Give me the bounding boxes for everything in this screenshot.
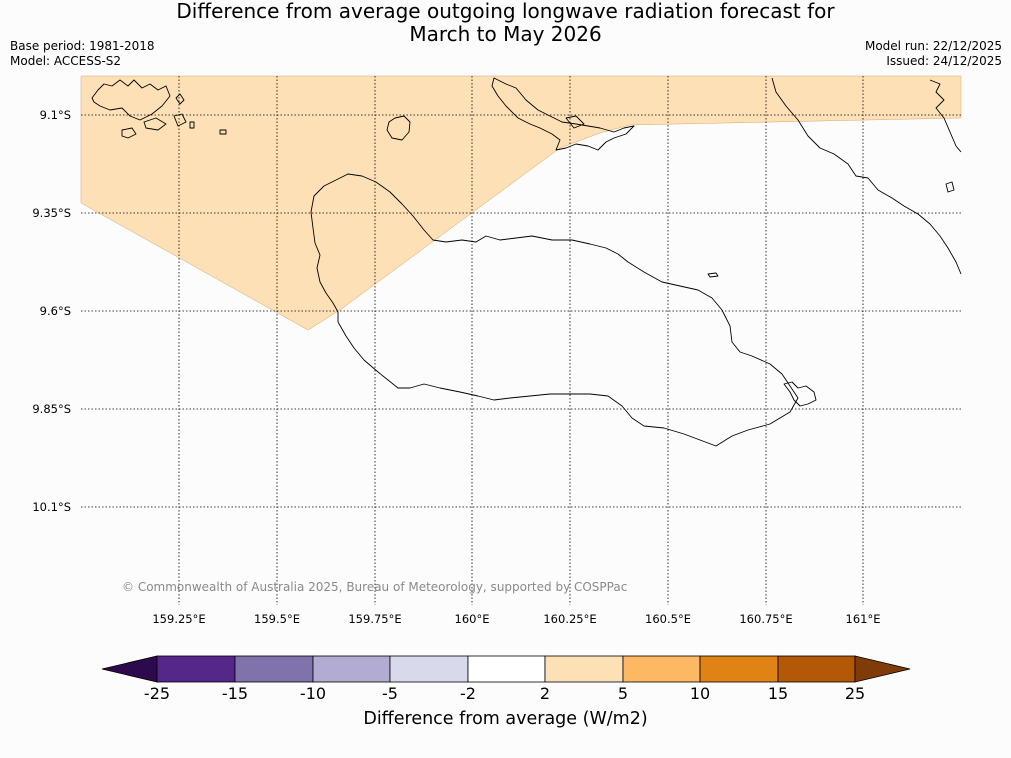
lon-label-6: 160.5°E — [645, 612, 691, 626]
colorbar-tick-10: 25 — [844, 684, 866, 703]
coastline-islet-nw5 — [219, 129, 227, 135]
lat-label-2: 9.35°S — [32, 206, 71, 220]
colorbar — [101, 655, 911, 683]
coastline-islet-east — [707, 272, 719, 278]
model-name: Model: ACCESS-S2 — [10, 54, 122, 68]
colorbar-extend-low — [101, 655, 158, 683]
colorbar-tick-4: -5 — [382, 684, 398, 703]
colorbar-tick-7: 5 — [617, 684, 629, 703]
coastline-islet-nw6 — [189, 121, 195, 129]
title-line-1: Difference from average outgoing longwav… — [176, 0, 835, 23]
anomaly-region-2-to-5 — [80, 75, 962, 331]
issued-date: Issued: 24/12/2025 — [886, 54, 1002, 68]
colorbar-tick-1: -25 — [143, 684, 171, 703]
copyright-notice: © Commonwealth of Australia 2025, Bureau… — [122, 580, 628, 594]
base-period: Base period: 1981-2018 — [10, 39, 155, 53]
lon-label-4: 160°E — [454, 612, 490, 626]
coastline-islet-nw4 — [175, 93, 185, 105]
lat-label-1: 9.1°S — [39, 108, 71, 122]
lon-label-3: 159.75°E — [348, 612, 402, 626]
lat-label-4: 9.85°S — [32, 402, 71, 416]
meta-right: Model run: 22/12/2025 Issued: 24/12/2025 — [865, 39, 1002, 69]
lat-label-3: 9.6°S — [39, 304, 71, 318]
colorbar-swatch-4 — [389, 655, 469, 683]
lon-label-1: 159.25°E — [152, 612, 206, 626]
coastline-savo — [386, 115, 411, 141]
colorbar-tick-6: 2 — [539, 684, 551, 703]
coastline-nggela — [491, 77, 635, 151]
colorbar-swatch-1 — [156, 655, 236, 683]
colorbar-swatch-6 — [544, 655, 624, 683]
coastline-islet-nggela — [565, 115, 585, 129]
colorbar-swatch-7 — [622, 655, 701, 683]
coastline-malaita-islets — [945, 181, 955, 193]
map-gridlines — [81, 76, 961, 605]
chart-title: Difference from average outgoing longwav… — [0, 0, 1011, 46]
colorbar-swatch-3 — [312, 655, 391, 683]
coastline-islet-nw1 — [121, 127, 137, 139]
coastline-islet-nw3 — [173, 113, 187, 127]
model-run: Model run: 22/12/2025 — [864, 39, 1002, 53]
lat-label-5: 10.1°S — [32, 500, 71, 514]
colorbar-tick-2: -15 — [221, 684, 249, 703]
colorbar-extend-high — [854, 655, 911, 683]
coastlines — [91, 77, 962, 447]
colorbar-tick-5: -2 — [460, 684, 476, 703]
coastline-marau-islets — [783, 381, 817, 407]
colorbar-title: Difference from average (W/m2) — [363, 709, 648, 729]
coastline-islet-nw2 — [143, 117, 167, 131]
coastline-guadalcanal — [310, 173, 799, 447]
colorbar-swatch-2 — [234, 655, 314, 683]
lon-label-8: 161°E — [845, 612, 881, 626]
coastline-malaita-north — [929, 79, 962, 153]
lon-label-2: 159.5°E — [254, 612, 300, 626]
meta-left: Base period: 1981-2018 Model: ACCESS-S2 — [10, 39, 155, 69]
title-line-2: March to May 2026 — [409, 22, 602, 46]
colorbar-swatch-9 — [777, 655, 856, 683]
lon-label-5: 160.25°E — [543, 612, 597, 626]
lon-label-7: 160.75°E — [739, 612, 793, 626]
coastline-russell-islands — [91, 79, 171, 121]
colorbar-tick-9: 15 — [767, 684, 789, 703]
colorbar-swatch-5 — [467, 655, 546, 683]
colorbar-tick-8: 10 — [689, 684, 711, 703]
colorbar-swatch-8 — [699, 655, 779, 683]
colorbar-tick-3: -10 — [299, 684, 327, 703]
coastline-malaita — [771, 77, 962, 275]
